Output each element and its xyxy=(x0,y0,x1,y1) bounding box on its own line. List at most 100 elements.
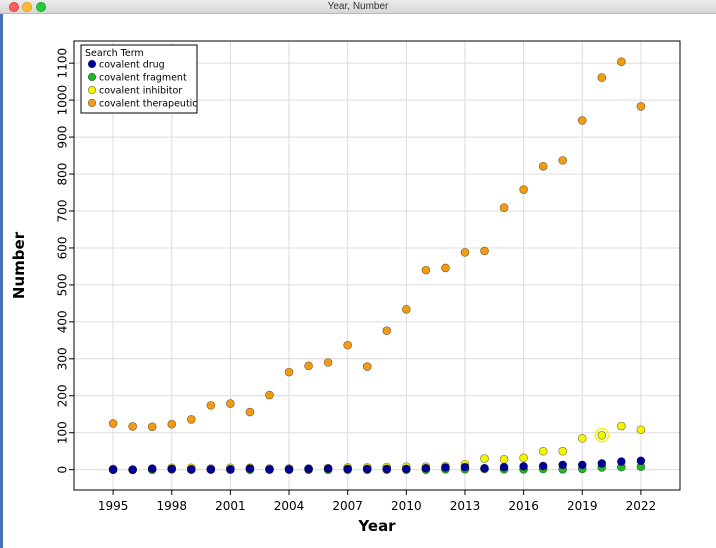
x-tick-label: 2010 xyxy=(391,499,422,513)
data-point[interactable] xyxy=(441,263,450,273)
data-point[interactable] xyxy=(577,433,587,443)
data-point[interactable] xyxy=(636,456,646,466)
data-point[interactable] xyxy=(304,361,313,371)
data-point[interactable] xyxy=(147,464,157,473)
data-points xyxy=(108,57,646,474)
x-tick-label: 2016 xyxy=(508,499,539,513)
data-point[interactable] xyxy=(167,464,177,474)
x-axis-title: Year xyxy=(357,517,396,535)
y-tick-label: 1000 xyxy=(56,85,70,116)
legend-title: Search Term xyxy=(85,48,144,59)
data-point[interactable] xyxy=(186,465,196,474)
data-point[interactable] xyxy=(343,340,352,350)
data-point[interactable] xyxy=(245,464,255,473)
data-point[interactable] xyxy=(538,446,548,456)
x-tick-label: 1998 xyxy=(156,499,187,513)
data-point[interactable] xyxy=(206,401,216,410)
data-point[interactable] xyxy=(245,407,255,417)
data-point[interactable] xyxy=(597,459,607,468)
data-point[interactable] xyxy=(108,465,118,474)
data-point[interactable] xyxy=(538,161,548,171)
x-tick-label: 2022 xyxy=(626,499,657,513)
data-point[interactable] xyxy=(284,465,294,474)
y-tick-label: 900 xyxy=(56,126,70,149)
y-tick-label: 500 xyxy=(56,273,70,296)
data-point[interactable] xyxy=(186,415,196,424)
data-point[interactable] xyxy=(402,464,411,474)
legend-box xyxy=(80,44,198,114)
minimize-window-button[interactable] xyxy=(22,2,32,12)
data-point[interactable] xyxy=(499,203,509,212)
data-point[interactable] xyxy=(558,156,568,165)
data-point[interactable] xyxy=(265,465,274,474)
y-tick-label: 200 xyxy=(56,384,70,407)
data-point[interactable] xyxy=(558,460,568,470)
close-window-button[interactable] xyxy=(9,2,19,12)
data-point[interactable] xyxy=(636,425,646,435)
data-point[interactable] xyxy=(167,419,177,429)
data-point[interactable] xyxy=(480,246,489,256)
y-tick-label: 700 xyxy=(56,200,70,223)
data-point[interactable] xyxy=(128,422,137,431)
data-point[interactable] xyxy=(108,419,118,428)
data-point[interactable] xyxy=(206,465,216,474)
y-tick-label: 400 xyxy=(56,310,70,333)
data-point[interactable] xyxy=(323,464,333,473)
data-point[interactable] xyxy=(421,463,431,473)
legend-entry: covalent therapeutic xyxy=(99,99,198,110)
y-tick-label: 300 xyxy=(56,347,70,370)
data-point[interactable] xyxy=(480,454,489,463)
data-point[interactable] xyxy=(362,464,372,474)
y-axis-title: Number xyxy=(10,231,28,299)
legend-entry: covalent drug xyxy=(99,60,165,71)
data-point[interactable] xyxy=(480,463,489,473)
data-point[interactable] xyxy=(226,465,235,474)
window-left-accent xyxy=(0,0,3,548)
data-point[interactable] xyxy=(617,421,626,431)
data-point[interactable] xyxy=(362,362,372,371)
data-point[interactable] xyxy=(128,465,137,474)
data-point[interactable] xyxy=(519,462,528,471)
data-point[interactable] xyxy=(597,431,607,440)
legend-marker xyxy=(87,72,97,82)
y-tick-label: 600 xyxy=(56,236,70,259)
y-tick-label: 100 xyxy=(56,421,70,444)
data-point[interactable] xyxy=(617,57,626,66)
data-point[interactable] xyxy=(597,73,607,82)
data-point[interactable] xyxy=(421,265,431,275)
x-axis-ticks: 1995 1998 2001 2004 2007 2010 2013 2016 2019 2022 xyxy=(98,490,656,513)
data-point[interactable] xyxy=(382,326,392,336)
data-point[interactable] xyxy=(558,446,568,456)
data-point[interactable] xyxy=(519,453,528,463)
data-point[interactable] xyxy=(343,464,352,474)
x-tick-label: 2019 xyxy=(567,499,598,513)
data-point[interactable] xyxy=(441,463,450,472)
data-point[interactable] xyxy=(577,116,587,125)
data-point[interactable] xyxy=(499,462,509,472)
title-bar: Year, Number xyxy=(0,0,716,14)
data-point[interactable] xyxy=(382,464,392,474)
data-point[interactable] xyxy=(323,358,333,367)
data-point[interactable] xyxy=(617,457,626,466)
data-point[interactable] xyxy=(636,102,646,111)
data-point[interactable] xyxy=(265,390,274,400)
data-point[interactable] xyxy=(304,464,313,474)
data-point[interactable] xyxy=(147,422,157,432)
data-point[interactable] xyxy=(402,304,411,314)
highlight-ring xyxy=(594,428,610,443)
plot-area-frame xyxy=(73,40,681,491)
data-point[interactable] xyxy=(284,367,294,377)
data-point[interactable] xyxy=(460,248,470,257)
data-point[interactable] xyxy=(499,455,509,464)
legend-marker xyxy=(87,59,97,69)
data-point[interactable] xyxy=(577,460,587,470)
series-covalent-drug xyxy=(108,456,646,474)
data-point[interactable] xyxy=(226,399,235,408)
zoom-window-button[interactable] xyxy=(36,2,46,12)
data-point[interactable] xyxy=(460,462,470,472)
data-point[interactable] xyxy=(519,185,528,194)
data-point[interactable] xyxy=(538,461,548,471)
legend-marker xyxy=(87,85,97,95)
